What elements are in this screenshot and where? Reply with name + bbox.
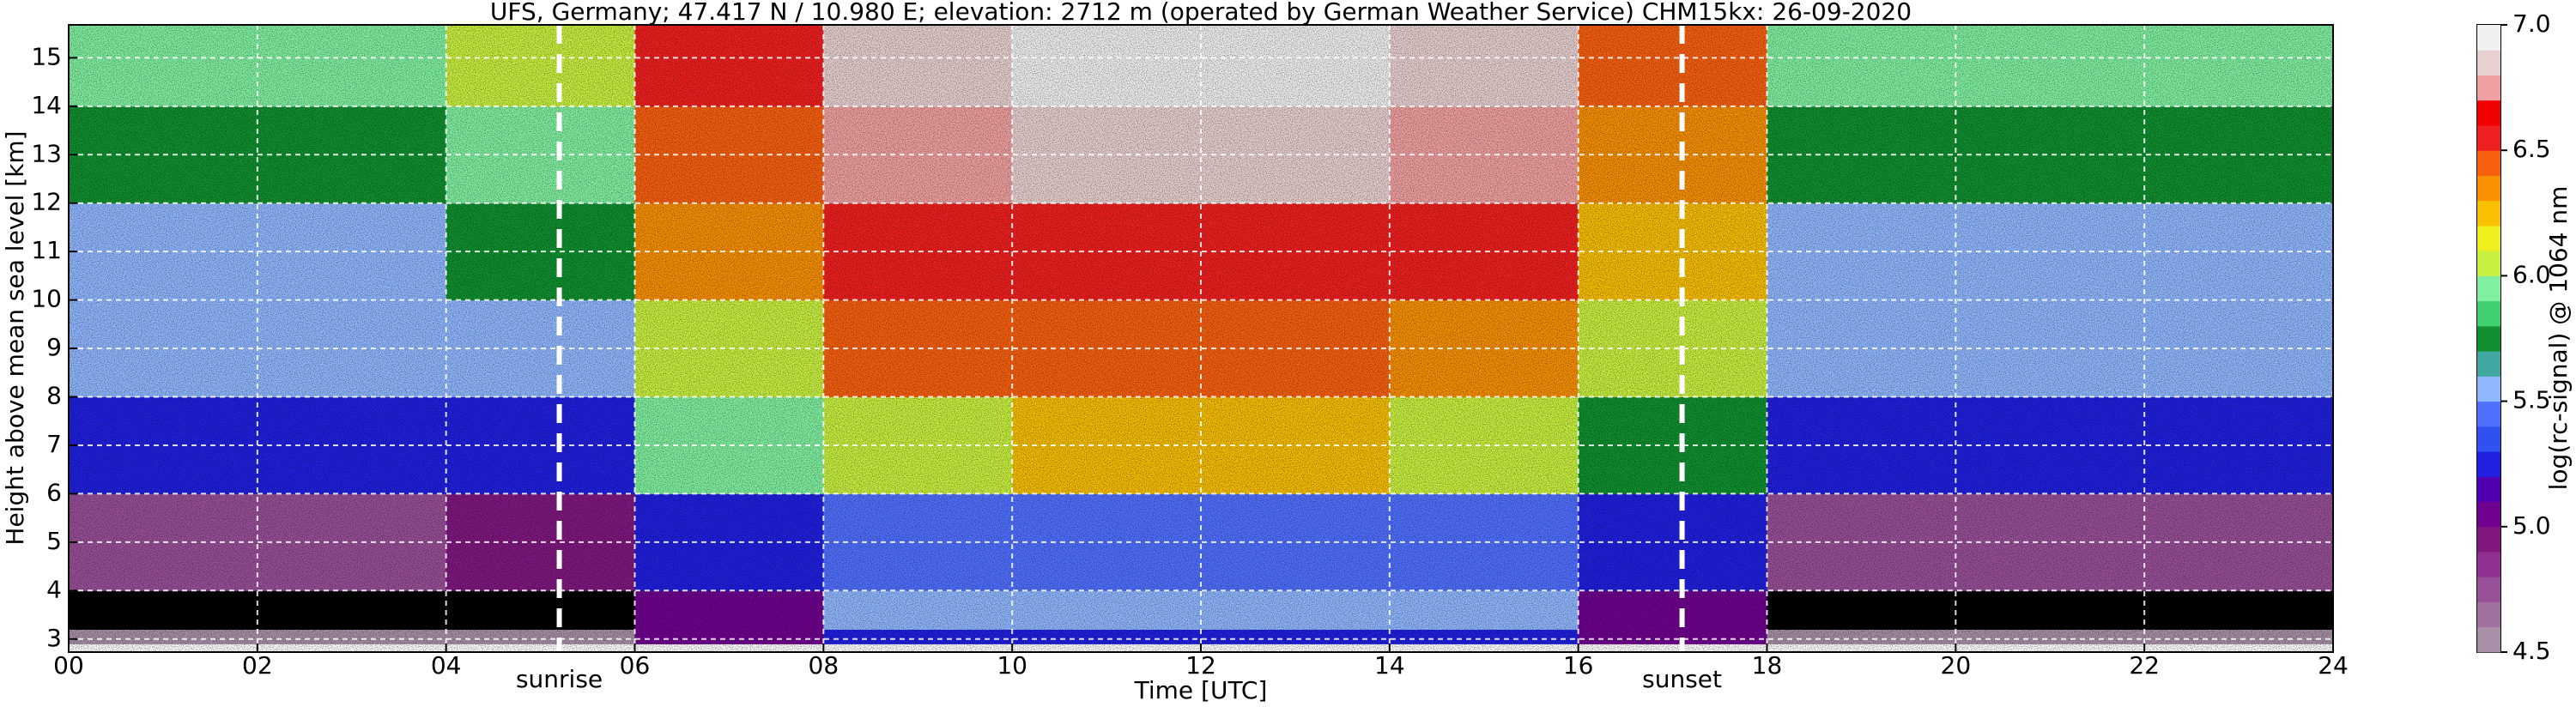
colorbar-segment <box>2477 401 2500 427</box>
x-tick-label: 10 <box>997 651 1027 680</box>
x-tick-label: 08 <box>809 651 839 680</box>
chart-title: UFS, Germany; 47.417 N / 10.980 E; eleva… <box>490 0 1912 26</box>
colorbar-segment <box>2477 351 2500 377</box>
event-label: sunrise <box>516 665 603 693</box>
colorbar-segment <box>2477 426 2500 452</box>
colorbar-segment <box>2477 501 2500 528</box>
y-tick-label: 7 <box>46 430 62 458</box>
x-tick-label: 14 <box>1374 651 1405 680</box>
x-tick-label: 04 <box>431 651 462 680</box>
x-tick-label: 20 <box>1941 651 1972 680</box>
colorbar-segment <box>2477 50 2500 76</box>
colorbar-segment <box>2477 626 2500 653</box>
colorbar-segment <box>2477 300 2500 327</box>
y-tick-label: 14 <box>31 91 62 119</box>
event-label: sunset <box>1642 665 1722 693</box>
y-tick-label: 11 <box>31 236 62 264</box>
colorbar-tick-label: 5.5 <box>2512 386 2551 414</box>
x-tick-label: 24 <box>2318 651 2349 680</box>
x-axis-label: Time [UTC] <box>1134 676 1268 704</box>
colorbar-tick-label: 6.5 <box>2512 135 2551 163</box>
colorbar-segment <box>2477 577 2500 603</box>
x-tick-label: 06 <box>620 651 651 680</box>
y-tick-label: 9 <box>46 333 62 361</box>
colorbar-segment <box>2477 150 2500 176</box>
colorbar-label: log(rc-signal) @ 1064 nm <box>2544 186 2573 491</box>
x-tick-label: 22 <box>2129 651 2160 680</box>
colorbar-segment <box>2477 200 2500 227</box>
x-tick-label: 16 <box>1563 651 1594 680</box>
y-tick-label: 13 <box>31 139 62 167</box>
colorbar-segment <box>2477 601 2500 628</box>
colorbar-segment <box>2477 251 2500 276</box>
colorbar-segment <box>2477 225 2500 251</box>
colorbar-tick-label: 4.5 <box>2512 637 2551 665</box>
colorbar-tick-label: 7.0 <box>2512 9 2551 38</box>
x-tick-label: 18 <box>1752 651 1783 680</box>
colorbar-segment <box>2477 552 2500 577</box>
y-tick-label: 10 <box>31 285 62 313</box>
colorbar-tick-label: 6.0 <box>2512 260 2551 288</box>
y-tick-label: 5 <box>46 527 62 555</box>
y-tick-label: 6 <box>46 478 62 506</box>
y-tick-label: 4 <box>46 575 62 603</box>
colorbar-segment <box>2477 325 2500 352</box>
colorbar-segment <box>2477 75 2500 101</box>
colorbar-segment <box>2477 376 2500 402</box>
y-tick-label: 3 <box>46 624 62 652</box>
colorbar-segment <box>2477 175 2500 202</box>
colorbar-segment <box>2477 100 2500 126</box>
colorbar-segment <box>2477 275 2500 302</box>
x-tick-label: 02 <box>242 651 273 680</box>
colorbar-segment <box>2477 526 2500 553</box>
y-tick-label: 12 <box>31 188 62 216</box>
x-tick-label: 12 <box>1185 651 1216 680</box>
x-tick-label: 00 <box>53 651 84 680</box>
colorbar-segment <box>2477 25 2500 51</box>
y-axis-label: Height above mean sea level [km] <box>1 130 29 545</box>
y-tick-label: 8 <box>46 382 62 410</box>
colorbar-segment <box>2477 451 2500 477</box>
colorbar-tick-label: 5.0 <box>2512 511 2551 540</box>
colorbar-segment <box>2477 124 2500 151</box>
colorbar-segment <box>2477 476 2500 503</box>
y-tick-label: 15 <box>31 42 62 70</box>
